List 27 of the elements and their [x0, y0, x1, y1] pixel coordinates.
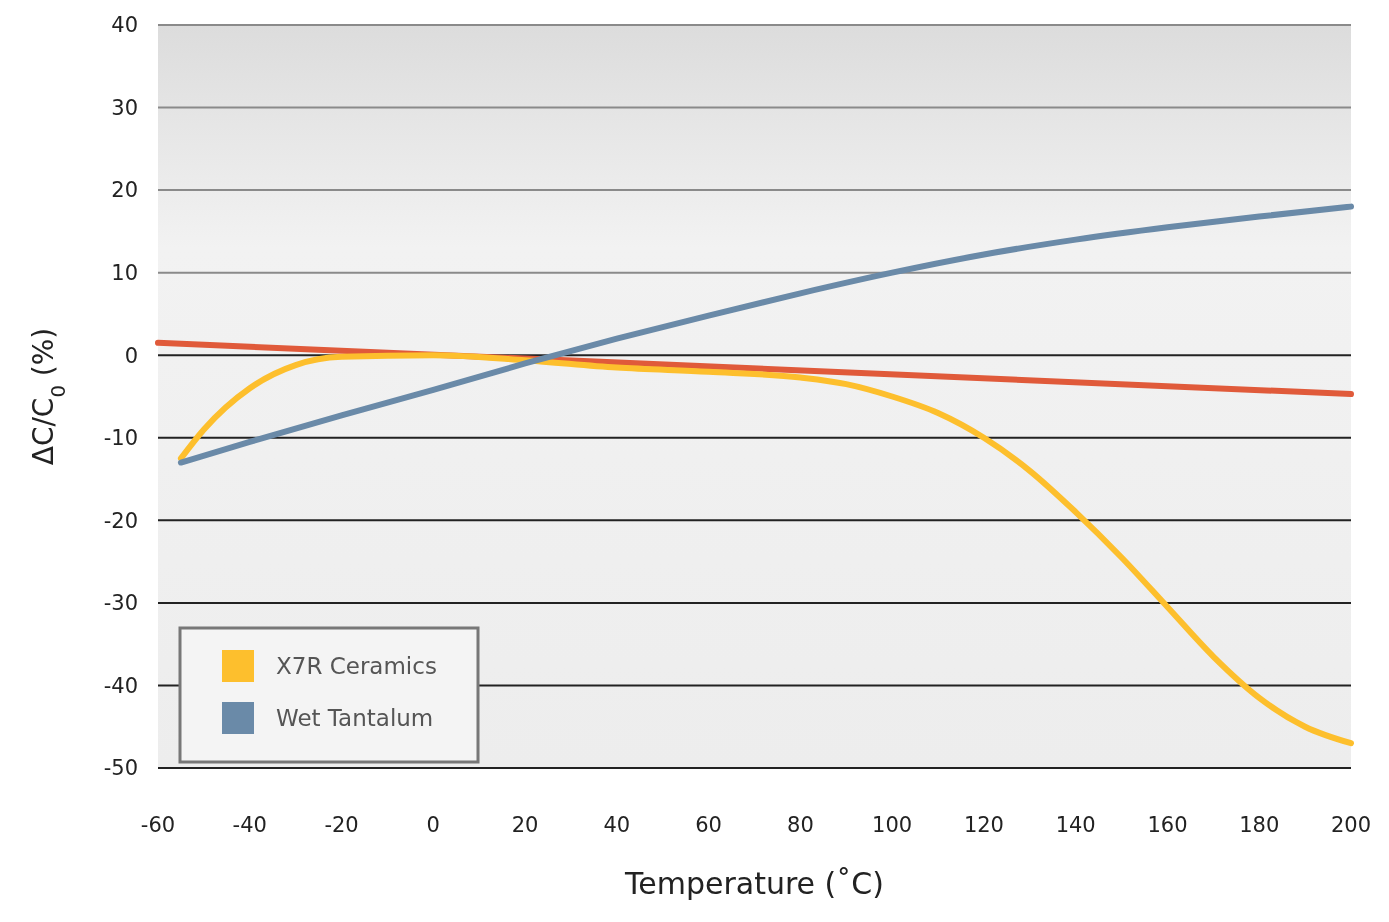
- y-tick-label: 40: [111, 13, 138, 38]
- x-tick-label: 180: [1239, 813, 1280, 837]
- x-tick-label: 40: [603, 813, 631, 837]
- y-tick-label: 30: [111, 95, 138, 120]
- x-tick-label: 20: [511, 813, 539, 837]
- y-tick-label: -50: [103, 756, 138, 781]
- x-tick-label: 120: [963, 813, 1004, 837]
- legend-label: X7R Ceramics: [276, 653, 437, 680]
- y-tick-label: 10: [111, 261, 138, 286]
- y-tick-label: -30: [103, 591, 138, 616]
- x-tick-label: 160: [1147, 813, 1188, 837]
- x-tick-label: 200: [1330, 813, 1372, 837]
- x-tick-label: -40: [232, 813, 267, 837]
- y-tick-label: -10: [103, 426, 138, 451]
- y-tick-label: 0: [124, 343, 138, 368]
- x-tick-label: -60: [140, 813, 176, 837]
- legend-label: Wet Tantalum: [276, 705, 434, 732]
- y-tick-label: -40: [103, 673, 138, 698]
- x-tick-label: 140: [1055, 813, 1096, 837]
- x-tick-label: 60: [695, 813, 722, 837]
- y-tick-label: -20: [103, 508, 138, 533]
- y-tick-label: 20: [111, 178, 138, 203]
- x-tick-label: 0: [426, 813, 440, 837]
- x-tick-label: -20: [324, 813, 359, 837]
- x-tick-label: 80: [787, 813, 814, 837]
- x-axis-title: Temperature (˚C): [624, 866, 884, 901]
- x-tick-label: 100: [872, 813, 913, 837]
